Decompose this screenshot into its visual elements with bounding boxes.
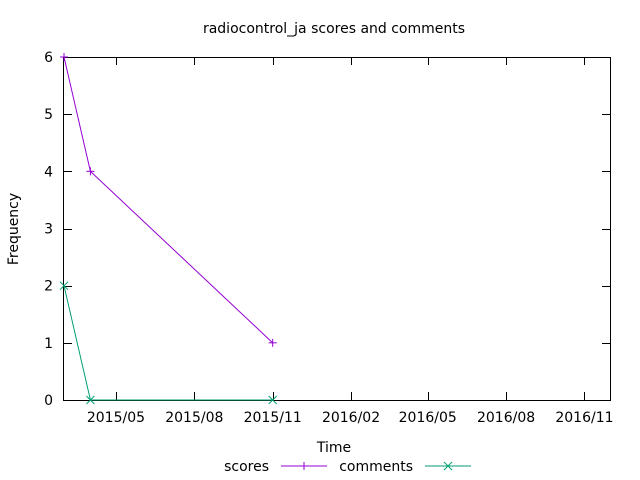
x-tick-label: 2016/08	[477, 410, 535, 426]
y-tick-label: 4	[44, 164, 53, 180]
y-tick-label: 6	[44, 50, 53, 66]
legend: scores comments	[224, 459, 471, 475]
y-tick-label: 3	[44, 222, 53, 238]
x-tick-label: 2015/05	[87, 410, 145, 426]
legend-label: scores	[224, 459, 269, 475]
y-tick-label: 0	[44, 393, 53, 409]
series-scores	[60, 53, 277, 347]
legend-item-comments: comments	[339, 459, 471, 475]
data-point-marker	[86, 395, 95, 405]
series-line-scores	[63, 56, 274, 344]
series-layer	[59, 53, 278, 405]
y-axis-label: Frequency	[6, 193, 22, 265]
series-comments	[59, 281, 278, 405]
plot-area-border	[63, 57, 611, 401]
y-axis: 0 1 2 3 4 5 6	[44, 50, 610, 409]
chart-title: radiocontrol_ja scores and comments	[203, 21, 465, 37]
x-axis-label: Time	[316, 440, 351, 456]
data-point-marker	[443, 461, 453, 471]
legend-label: comments	[339, 459, 413, 475]
data-point-marker	[268, 395, 278, 405]
x-tick-label: 2015/08	[165, 410, 223, 426]
x-tick-label: 2016/02	[322, 410, 380, 426]
data-point-marker	[59, 281, 69, 291]
x-tick-label: 2015/11	[244, 410, 302, 426]
series-line-comments	[63, 285, 273, 401]
x-axis: 2015/05 2015/08 2015/11 2016/02 2016/05 2016/…	[87, 57, 614, 426]
x-tick-label: 2016/11	[555, 410, 613, 426]
legend-item-scores: scores	[224, 459, 327, 475]
y-tick-label: 1	[44, 336, 53, 352]
y-tick-label: 5	[44, 107, 53, 123]
x-tick-label: 2016/05	[399, 410, 457, 426]
y-tick-label: 2	[44, 279, 53, 295]
